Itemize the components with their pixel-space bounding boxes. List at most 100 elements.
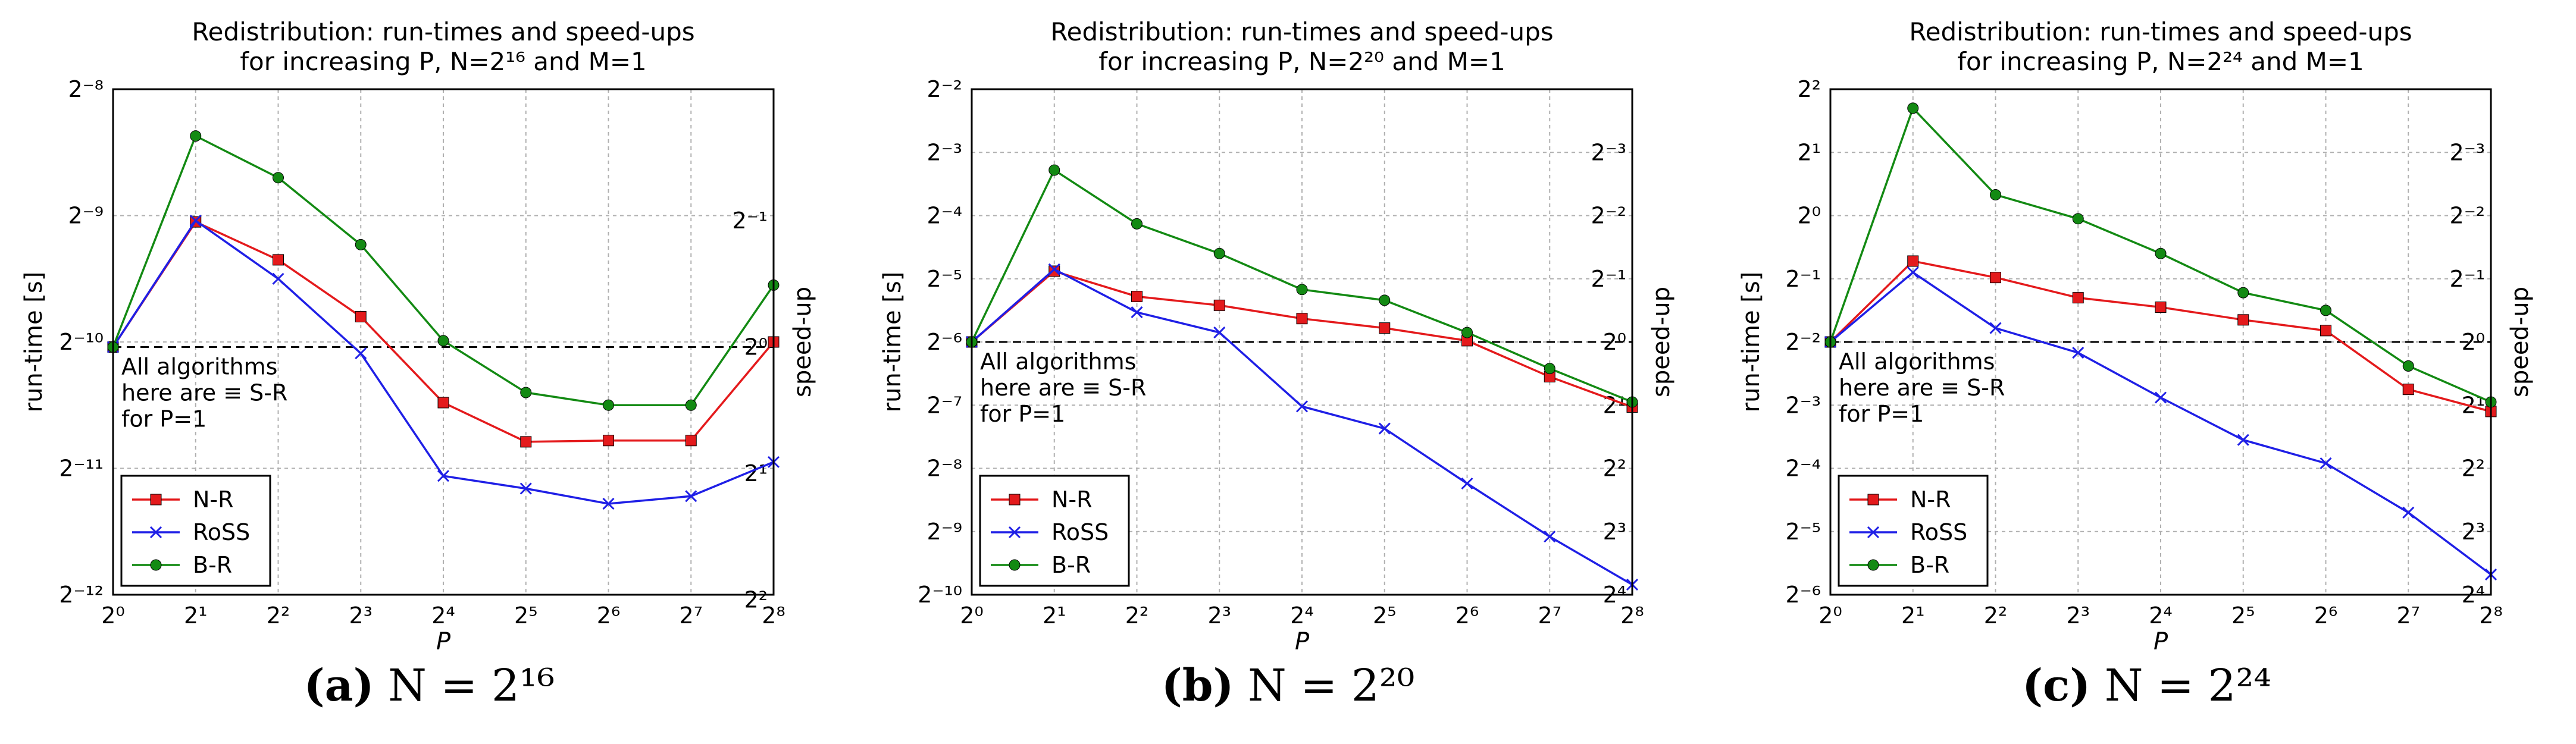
chart-c-title-line2: for increasing P, N=2²⁴ and M=1: [1957, 47, 2364, 76]
chart-b-ytick-label: 2⁻⁵: [927, 266, 962, 292]
chart-c-xtick-label: 2³: [2067, 602, 2090, 629]
chart-a-svg: Redistribution: run-times and speed-upsf…: [20, 17, 816, 654]
chart-b-point-ross: [1213, 327, 1226, 339]
chart-c-point-b-r: [1907, 102, 1919, 114]
chart-a-xtick-label: 2²: [267, 602, 290, 629]
chart-b-point-ross-stroke: [1378, 422, 1391, 435]
chart-a-ytick-label: 2⁻¹⁰: [59, 329, 104, 355]
chart-b-point-b-r: [1213, 247, 1225, 259]
chart-b-ylabel-left: run-time [s]: [879, 272, 906, 413]
chart-a-point-ross-stroke: [685, 490, 697, 503]
chart-a-point-n-r: [685, 435, 697, 447]
chart-b-ylabel-right: speed-up: [1648, 287, 1675, 397]
chart-a-point-ross-stroke: [272, 272, 284, 285]
chart-a-point-n-r: [437, 397, 449, 409]
chart-a-point-n-r: [355, 311, 367, 322]
chart-c-xlabel: P: [2154, 628, 2168, 654]
chart-a-xtick-label: 2⁰: [101, 602, 124, 629]
chart-a-point-ross: [519, 482, 532, 495]
chart-a-point-b-r: [437, 335, 449, 347]
chart-c-point-b-r: [1990, 189, 2001, 200]
caption-b: (b) N = 2²⁰: [859, 660, 1717, 711]
chart-b-legend-label-n-r: N-R: [1051, 486, 1093, 513]
chart-c-point-n-r: [2237, 314, 2249, 326]
chart-a-speedup-tick-label: 2²: [744, 587, 768, 613]
chart-c-point-b-r: [2072, 213, 2084, 225]
chart-b-point-b-r: [1048, 164, 1060, 176]
chart-b-point-ross-stroke: [1461, 477, 1473, 490]
chart-c-ytick-label: 2⁰: [1798, 203, 1821, 229]
chart-c-annotation-line: for P=1: [1839, 401, 1924, 427]
chart-a-point-ross: [355, 347, 367, 360]
chart-b-xtick-label: 2³: [1208, 602, 1231, 629]
chart-b-ytick-label: 2⁻⁸: [927, 456, 962, 482]
chart-c-ylabel-left: run-time [s]: [1738, 272, 1765, 413]
chart-c-xtick-label: 2⁷: [2397, 602, 2420, 629]
chart-c-legend-marker-ross-stroke: [1867, 526, 1880, 539]
chart-c-ytick-label: 2⁻³: [1786, 392, 1821, 418]
chart-b-ytick-label: 2⁻⁹: [927, 519, 962, 545]
chart-c-point-n-r: [1907, 255, 1919, 267]
chart-c-point-ross: [1907, 266, 1919, 279]
chart-c-legend-box: [1838, 475, 1989, 587]
chart-b-plot-frame: [971, 88, 1633, 596]
chart-b-point-ross: [1544, 530, 1556, 543]
chart-b-xtick-label: 2⁷: [1538, 602, 1561, 629]
chart-c-point-n-r: [1990, 272, 2001, 284]
chart-c-point-ross: [2402, 506, 2415, 519]
chart-a-legend-marker-ross-stroke: [149, 526, 162, 539]
chart-b-legend-marker-n-r: [1009, 494, 1021, 506]
chart-b-point-b-r: [1544, 363, 1555, 375]
chart-b-legend-label-b-r: B-R: [1051, 552, 1091, 578]
chart-a-point-ross: [272, 272, 284, 285]
chart-c-legend-marker-ross: [1867, 526, 1880, 539]
chart-c-annotation-line: All algorithms: [1839, 349, 1995, 375]
chart-a-legend-label-b-r: B-R: [193, 552, 232, 578]
chart-c-point-ross-stroke: [2237, 434, 2249, 446]
chart-b-xtick-label: 2⁵: [1373, 602, 1396, 629]
chart-a-speedup-tick-label: 2⁻¹: [733, 208, 768, 234]
chart-c-point-b-r: [2237, 287, 2249, 299]
chart-a-point-ross-stroke: [602, 497, 615, 510]
chart-a-xtick-label: 2⁵: [514, 602, 537, 629]
chart-b-ytick-label: 2⁻⁷: [927, 392, 962, 418]
chart-a-xtick-label: 2¹: [184, 602, 207, 629]
chart-c-point-ross: [2154, 391, 2167, 404]
chart-c-speedup-tick-label: 2³: [2462, 519, 2485, 545]
caption-c: (c) N = 2²⁴: [1717, 660, 2576, 711]
chart-c-ylabel-right: speed-up: [2506, 287, 2534, 397]
chart-a-point-ross: [602, 497, 615, 510]
chart-a-ylabel-left: run-time [s]: [20, 272, 48, 413]
chart-a-point-n-r: [603, 435, 614, 447]
chart-a-title-line1: Redistribution: run-times and speed-ups: [192, 17, 694, 46]
chart-c-point-ross: [1989, 322, 2002, 334]
chart-a-point-b-r: [355, 238, 367, 250]
chart-b-speedup-tick-label: 2²: [1603, 456, 1626, 482]
chart-b-xtick-label: 2⁰: [960, 602, 983, 629]
chart-a-annotation-line: here are ≡ S-R: [121, 380, 287, 406]
chart-c-xtick-label: 2⁶: [2314, 602, 2337, 629]
chart-c-ytick-label: 2⁻⁴: [1786, 456, 1821, 482]
chart-a-legend-label-ross: RoSS: [193, 519, 250, 545]
chart-a-point-b-r: [603, 399, 614, 411]
chart-a-legend-marker-n-r: [150, 494, 162, 506]
chart-a-point-ross: [685, 490, 697, 503]
chart-b-xtick-label: 2⁸: [1620, 602, 1644, 629]
chart-b-ytick-label: 2⁻⁴: [927, 203, 962, 229]
chart-a-xlabel: P: [436, 628, 451, 654]
chart-b-point-ross: [1295, 400, 1309, 413]
chart-a-point-b-r: [273, 172, 284, 184]
chart-b-xtick-label: 2⁴: [1290, 602, 1313, 629]
chart-c-ytick-label: 2¹: [1798, 139, 1821, 165]
chart-c-speedup-tick-label: 2⁻¹: [2450, 266, 2485, 292]
chart-b-speedup-tick-label: 2⁻¹: [1591, 266, 1626, 292]
caption-a-text: N = 2¹⁶: [388, 660, 555, 711]
chart-b-point-ross-stroke: [1295, 400, 1309, 413]
chart-a-xtick-label: 2⁷: [680, 602, 703, 629]
chart-b-annotation-line: for P=1: [980, 401, 1065, 427]
chart-b-legend-marker-ross-stroke: [1008, 526, 1021, 539]
chart-c-point-b-r: [2402, 360, 2414, 372]
chart-a-point-n-r: [273, 254, 284, 266]
chart-c-point-n-r: [2402, 384, 2414, 395]
